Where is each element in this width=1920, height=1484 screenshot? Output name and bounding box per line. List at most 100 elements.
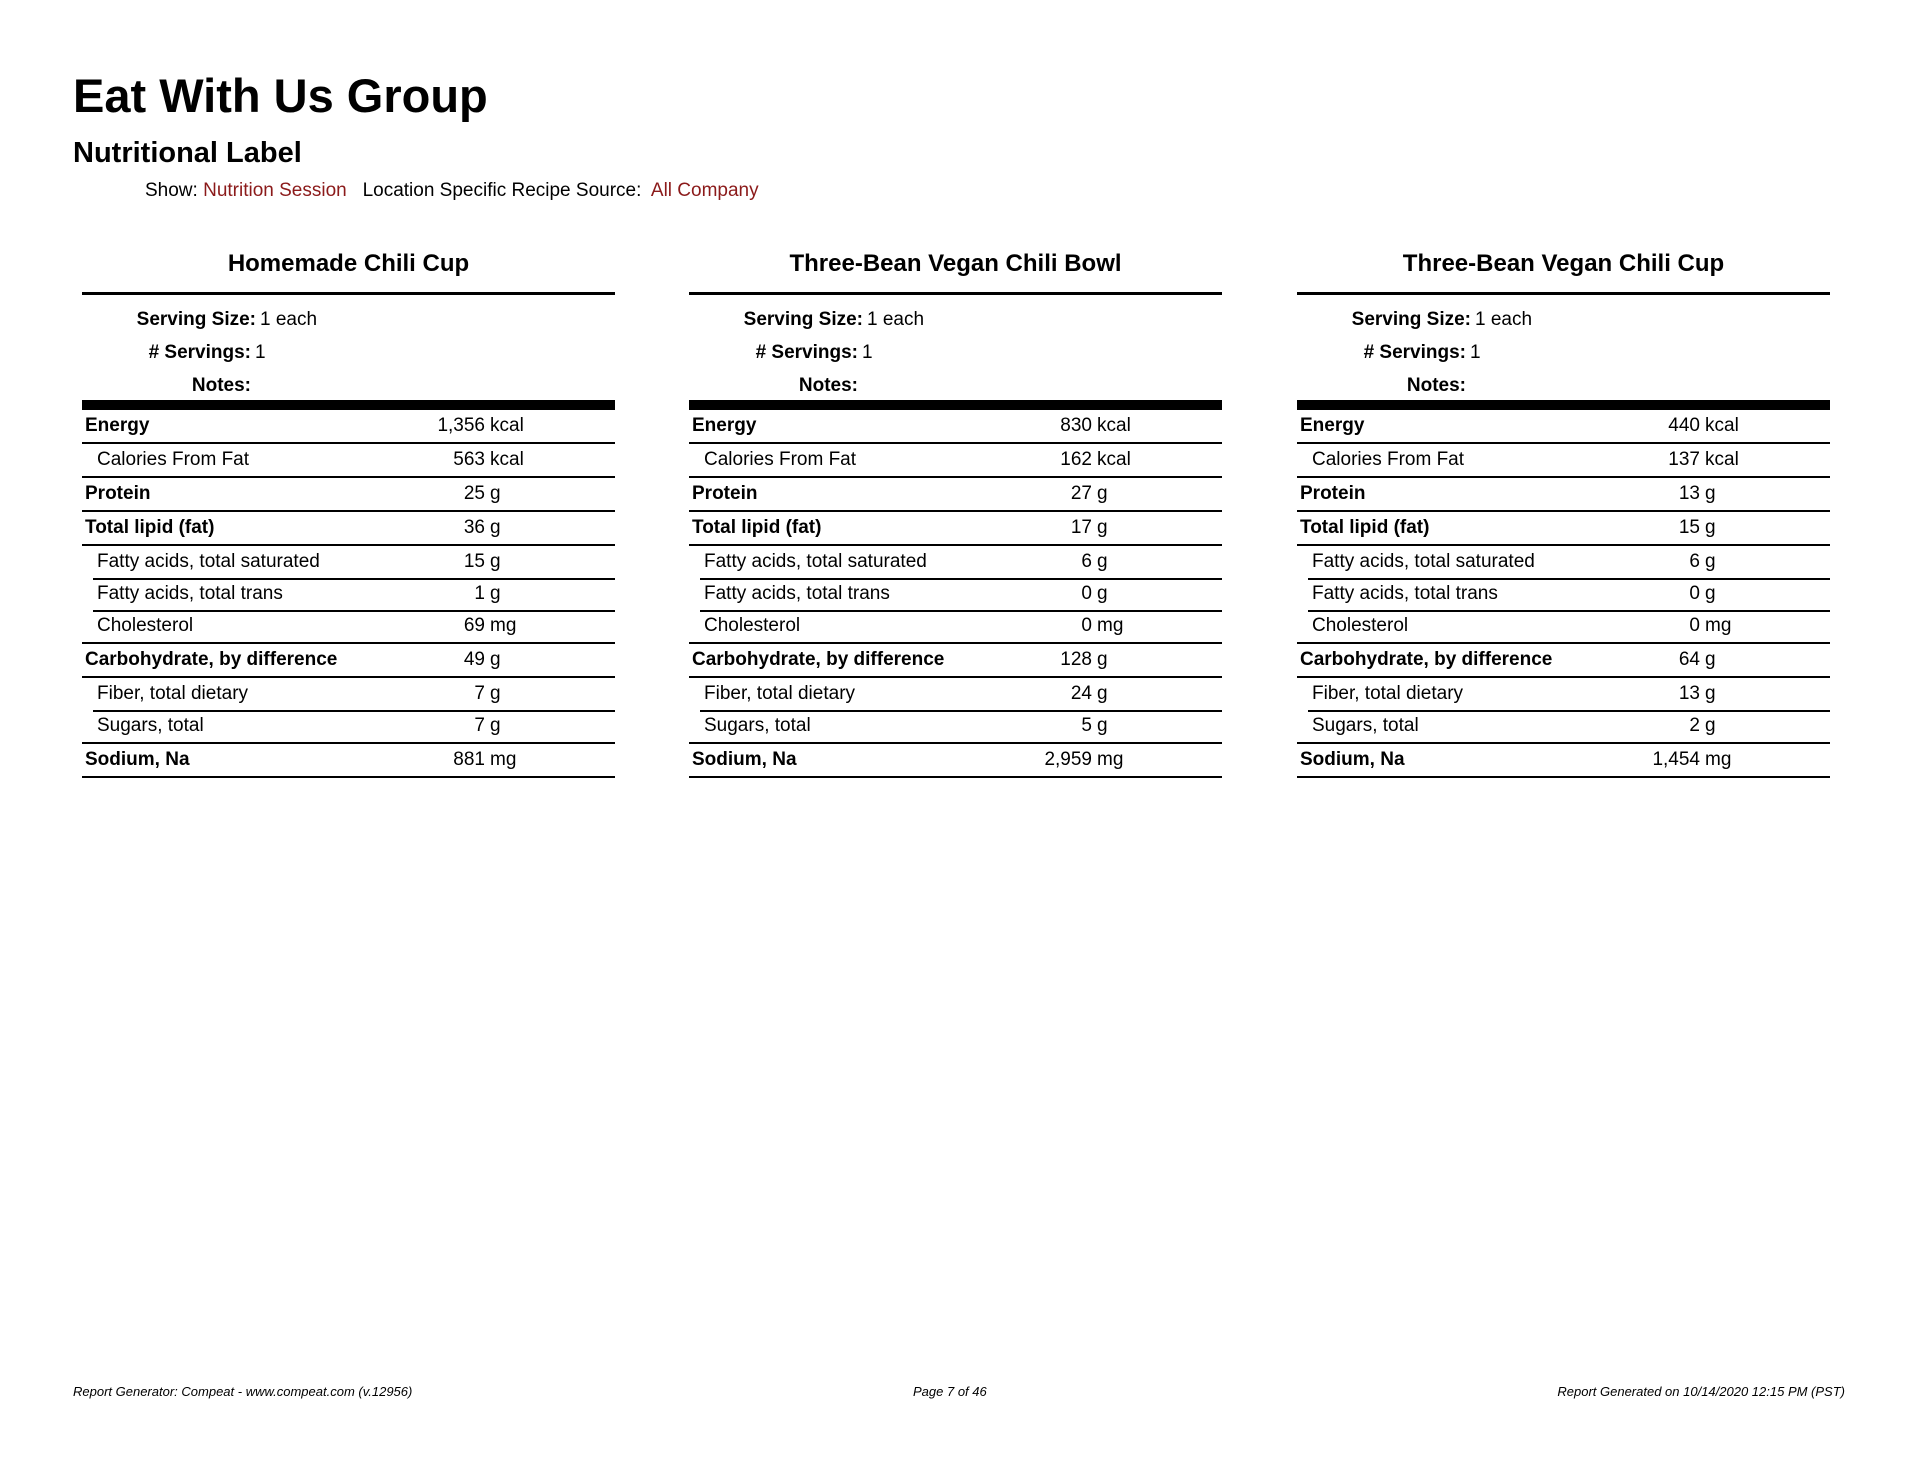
nutrient-name: Fatty acids, total saturated <box>1312 551 1535 572</box>
nutrient-amount: 13 <box>1678 683 1700 704</box>
nutrient-row: Cholesterol 69 mg <box>82 610 615 644</box>
nutrient-amount: 0 <box>1689 615 1700 636</box>
nutrient-amount: 830 <box>1060 415 1092 436</box>
nutrient-name: Total lipid (fat) <box>1300 517 1430 538</box>
nutrient-amount: 49 <box>463 649 485 670</box>
nutrient-amount: 25 <box>463 483 485 504</box>
show-label: Show: <box>145 180 198 201</box>
nutrient-row: Calories From Fat 563 kcal <box>82 444 615 478</box>
nutrient-amount: 881 <box>453 749 485 770</box>
nutrient-row: Fatty acids, total trans 0 g <box>1297 578 1830 612</box>
nutrient-unit: kcal <box>1097 415 1131 436</box>
nutrient-unit: mg <box>1097 749 1124 770</box>
nutrient-amount: 1,356 <box>437 415 485 436</box>
nutrient-amount: 440 <box>1668 415 1700 436</box>
serving-size-label: Serving Size: <box>1351 309 1471 330</box>
nutrient-name: Energy <box>692 415 757 436</box>
nutrient-unit: mg <box>490 615 517 636</box>
nutrient-row: Calories From Fat 162 kcal <box>689 444 1222 478</box>
serving-size: Serving Size: 1 each <box>82 303 615 336</box>
nutrient-row: Total lipid (fat) 17 g <box>689 512 1222 546</box>
nutrient-unit: g <box>1705 649 1716 670</box>
nutrient-name: Fatty acids, total trans <box>704 583 890 604</box>
show-value: Nutrition Session <box>203 180 347 201</box>
nutrient-unit: g <box>1705 483 1716 504</box>
nutrient-name: Protein <box>692 483 758 504</box>
nutrient-amount: 2,959 <box>1044 749 1092 770</box>
nutrient-unit: mg <box>1705 749 1732 770</box>
nutrient-unit: g <box>1097 583 1108 604</box>
nutrient-name: Fiber, total dietary <box>97 683 249 704</box>
nutrient-row: Total lipid (fat) 15 g <box>1297 512 1830 546</box>
nutrient-name: Protein <box>85 483 151 504</box>
nutrient-unit: g <box>1705 583 1716 604</box>
nutrient-unit: g <box>1705 551 1716 572</box>
nutrient-unit: kcal <box>490 449 524 470</box>
nutrient-amount: 15 <box>463 551 485 572</box>
nutrient-row: Energy 440 kcal <box>1297 410 1830 444</box>
nutrient-name: Energy <box>1300 415 1365 436</box>
report-title: Nutritional Label <box>73 137 302 169</box>
divider <box>1297 292 1830 295</box>
nutrient-row: Sugars, total 7 g <box>82 710 615 744</box>
nutrient-row: Cholesterol 0 mg <box>1297 610 1830 644</box>
serving-size: Serving Size: 1 each <box>689 303 1222 336</box>
nutrient-unit: kcal <box>490 415 524 436</box>
nutrient-row: Calories From Fat 137 kcal <box>1297 444 1830 478</box>
divider <box>82 292 615 295</box>
nutrient-row: Carbohydrate, by difference 49 g <box>82 644 615 678</box>
nutrient-unit: g <box>1097 483 1108 504</box>
nutrient-row: Protein 13 g <box>1297 478 1830 512</box>
nutrient-unit: g <box>490 483 501 504</box>
nutrient-amount: 0 <box>1689 583 1700 604</box>
nutrient-amount: 128 <box>1060 649 1092 670</box>
source-label: Location Specific Recipe Source: <box>362 180 642 201</box>
nutrient-row: Fatty acids, total saturated 6 g <box>689 546 1222 580</box>
nutrient-unit: kcal <box>1705 415 1739 436</box>
servings: # Servings: 1 <box>1297 336 1830 369</box>
nutrient-unit: kcal <box>1705 449 1739 470</box>
nutrient-name: Calories From Fat <box>704 449 857 470</box>
nutrient-unit: g <box>1097 683 1108 704</box>
nutrient-name: Energy <box>85 415 150 436</box>
divider <box>689 292 1222 295</box>
servings: # Servings: 1 <box>689 336 1222 369</box>
source-value: All Company <box>650 180 759 201</box>
nutrient-unit: g <box>1705 715 1716 736</box>
notes-label: Notes: <box>798 375 858 396</box>
notes-label: Notes: <box>191 375 251 396</box>
nutrient-amount: 36 <box>463 517 485 538</box>
nutrient-row: Energy 830 kcal <box>689 410 1222 444</box>
nutrient-amount: 0 <box>1081 615 1092 636</box>
nutrient-amount: 5 <box>1081 715 1092 736</box>
serving-size-label: Serving Size: <box>743 309 863 330</box>
nutrient-amount: 1,454 <box>1652 749 1700 770</box>
nutrient-row: Fiber, total dietary 24 g <box>689 678 1222 712</box>
footer-generator: Report Generator: Compeat - www.compeat.… <box>73 1384 413 1399</box>
nutrient-row: Sodium, Na 881 mg <box>82 744 615 778</box>
nutrient-amount: 15 <box>1678 517 1700 538</box>
nutrient-name: Total lipid (fat) <box>85 517 215 538</box>
nutrient-row: Fiber, total dietary 7 g <box>82 678 615 712</box>
footer-page-number: Page 7 of 46 <box>913 1384 987 1399</box>
nutrient-unit: mg <box>490 749 517 770</box>
notes: Notes: <box>82 369 615 402</box>
nutrient-amount: 563 <box>453 449 485 470</box>
divider-thick <box>82 400 615 410</box>
nutrition-label-panel: Homemade Chili Cup Serving Size: 1 each #… <box>82 248 615 778</box>
nutrient-name: Fiber, total dietary <box>704 683 856 704</box>
nutrient-name: Sugars, total <box>704 715 811 736</box>
servings-value: 1 <box>255 342 266 363</box>
nutrient-amount: 64 <box>1678 649 1700 670</box>
nutrient-unit: g <box>490 517 501 538</box>
nutrient-name: Protein <box>1300 483 1366 504</box>
servings-label: # Servings: <box>148 342 251 363</box>
nutrient-amount: 27 <box>1070 483 1092 504</box>
servings-value: 1 <box>1470 342 1481 363</box>
nutrition-label-panel: Three-Bean Vegan Chili Cup Serving Size:… <box>1297 248 1830 778</box>
nutrient-amount: 162 <box>1060 449 1092 470</box>
nutrient-name: Fatty acids, total trans <box>1312 583 1498 604</box>
divider-thick <box>689 400 1222 410</box>
servings-value: 1 <box>862 342 873 363</box>
serving-size: Serving Size: 1 each <box>1297 303 1830 336</box>
